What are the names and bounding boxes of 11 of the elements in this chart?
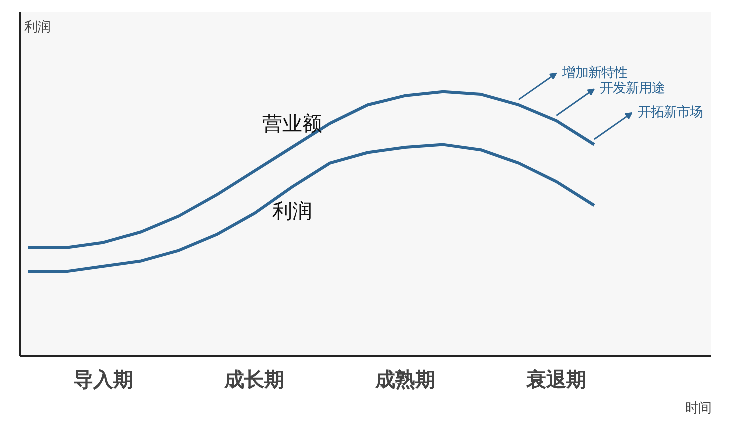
x-axis-title: 时间 [686,402,712,416]
text: 增加新特性 [561,66,628,81]
annotation: 开发新用途 [600,82,666,97]
x-tick-label: 成长期 [224,368,285,392]
x-tick-label: 成熟期 [374,368,436,392]
x-tick-label: 导入期 [74,368,134,392]
annotation: 开拓新市场 [638,106,703,121]
series-label: 利润 [272,198,312,223]
series-label: 营业额 [262,112,322,136]
x-tick-label: 衰退期 [526,368,587,392]
y-axis-title: 利润 [24,20,50,36]
